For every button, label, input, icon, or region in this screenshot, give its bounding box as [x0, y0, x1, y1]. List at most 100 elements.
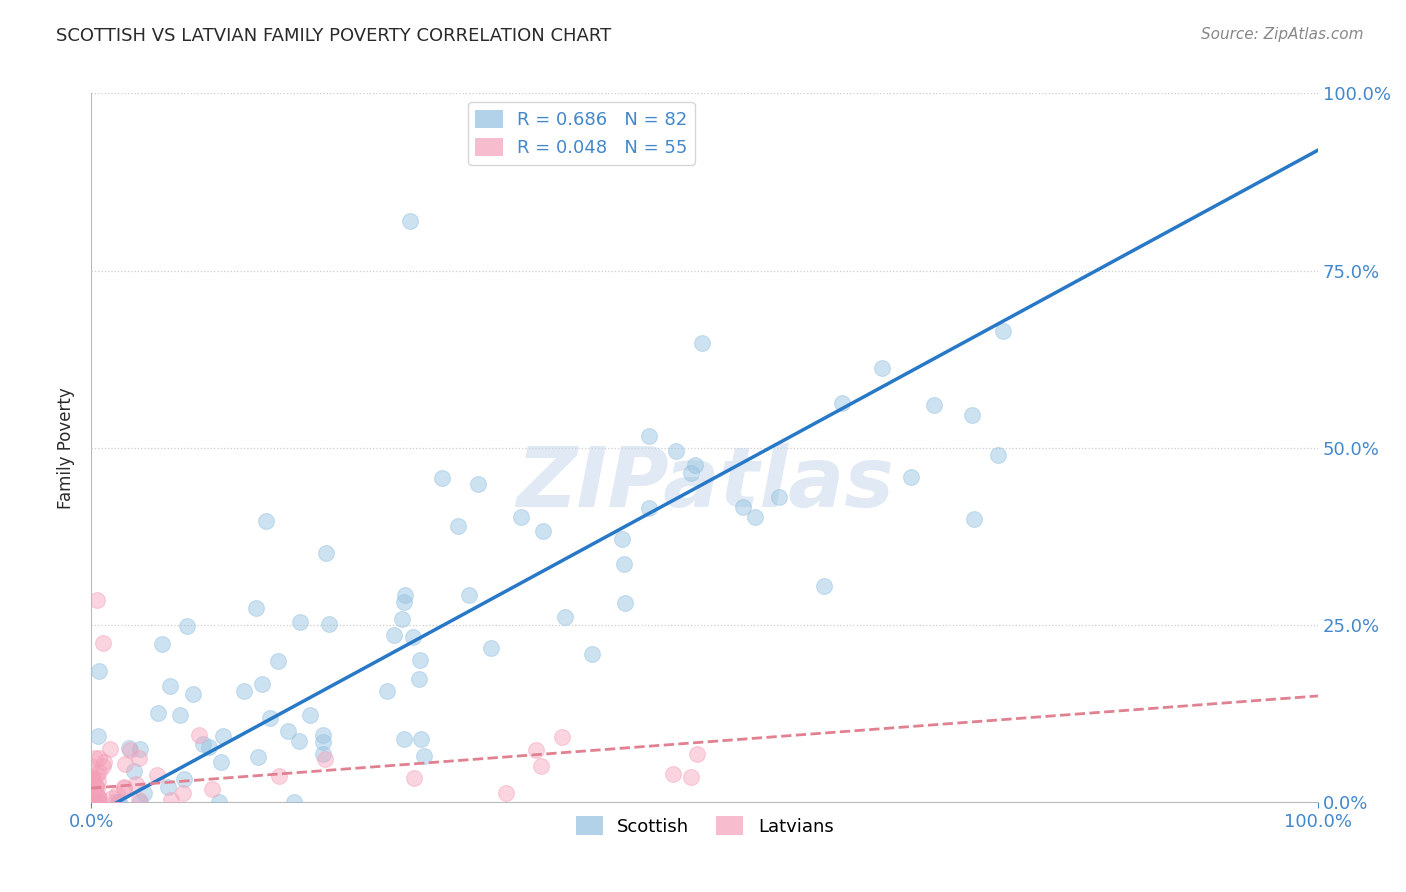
Point: [288, 615, 311, 630]
Point: [118, 743, 141, 757]
Point: [105, 787, 128, 801]
Point: [80, 786, 103, 800]
Point: [692, 335, 714, 350]
Point: [683, 458, 706, 472]
Point: [394, 588, 416, 602]
Point: [922, 398, 945, 412]
Point: [156, 780, 179, 795]
Point: [392, 595, 415, 609]
Point: [201, 782, 224, 797]
Point: [277, 724, 299, 739]
Point: [458, 588, 481, 602]
Point: [638, 429, 661, 443]
Point: [117, 740, 139, 755]
Point: [530, 759, 553, 773]
Point: [731, 500, 754, 515]
Point: [122, 764, 145, 779]
Point: [80, 759, 103, 773]
Point: [662, 766, 685, 780]
Point: [87, 664, 110, 678]
Point: [430, 471, 453, 485]
Text: Source: ZipAtlas.com: Source: ZipAtlas.com: [1201, 27, 1364, 42]
Point: [93, 636, 115, 650]
Point: [315, 545, 337, 559]
Point: [86, 793, 108, 807]
Point: [681, 770, 703, 784]
Point: [86, 767, 108, 781]
Point: [80, 772, 103, 786]
Point: [86, 782, 108, 797]
Point: [80, 789, 103, 804]
Point: [212, 729, 235, 743]
Point: [114, 756, 136, 771]
Point: [413, 748, 436, 763]
Point: [80, 778, 103, 792]
Point: [479, 640, 502, 655]
Point: [581, 647, 603, 661]
Point: [129, 742, 152, 756]
Point: [82, 771, 104, 785]
Point: [87, 774, 110, 789]
Point: [129, 795, 152, 809]
Point: [991, 324, 1014, 338]
Point: [391, 612, 413, 626]
Point: [551, 730, 574, 744]
Point: [250, 677, 273, 691]
Point: [87, 729, 110, 743]
Point: [159, 679, 181, 693]
Point: [269, 769, 291, 783]
Point: [98, 742, 121, 756]
Point: [312, 747, 335, 762]
Point: [86, 795, 108, 809]
Point: [409, 652, 432, 666]
Point: [831, 396, 853, 410]
Point: [107, 795, 129, 809]
Point: [176, 618, 198, 632]
Point: [638, 500, 661, 515]
Point: [86, 789, 108, 804]
Point: [84, 779, 107, 793]
Text: ZIPatlas: ZIPatlas: [516, 442, 894, 524]
Point: [150, 637, 173, 651]
Point: [146, 768, 169, 782]
Point: [108, 795, 131, 809]
Point: [312, 734, 335, 748]
Point: [86, 593, 108, 607]
Point: [314, 752, 336, 766]
Point: [524, 743, 547, 757]
Point: [169, 708, 191, 723]
Point: [409, 732, 432, 747]
Point: [612, 532, 634, 546]
Point: [160, 793, 183, 807]
Point: [172, 786, 194, 800]
Point: [554, 609, 576, 624]
Point: [91, 759, 114, 773]
Point: [392, 731, 415, 746]
Point: [82, 791, 104, 805]
Point: [125, 777, 148, 791]
Point: [962, 408, 984, 422]
Point: [267, 654, 290, 668]
Point: [446, 519, 468, 533]
Point: [382, 628, 405, 642]
Point: [83, 784, 105, 798]
Point: [87, 790, 110, 805]
Point: [283, 795, 305, 809]
Point: [188, 728, 211, 742]
Point: [408, 673, 430, 687]
Point: [665, 443, 688, 458]
Point: [173, 772, 195, 786]
Point: [80, 789, 103, 804]
Point: [84, 779, 107, 793]
Point: [299, 707, 322, 722]
Point: [510, 510, 533, 524]
Point: [104, 795, 127, 809]
Point: [198, 740, 221, 755]
Point: [377, 683, 399, 698]
Point: [83, 751, 105, 765]
Point: [80, 771, 103, 785]
Point: [531, 524, 554, 538]
Point: [128, 793, 150, 807]
Point: [233, 684, 256, 698]
Point: [181, 687, 204, 701]
